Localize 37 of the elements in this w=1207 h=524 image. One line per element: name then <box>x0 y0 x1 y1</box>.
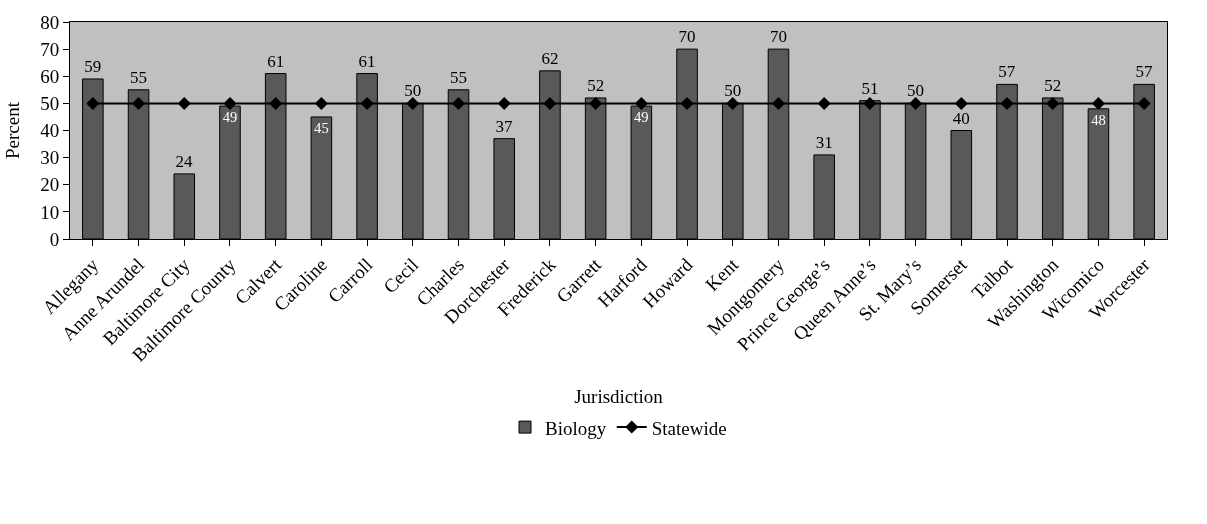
data-label: 45 <box>314 119 329 136</box>
y-tick-label: 0 <box>49 228 60 250</box>
data-label: 57 <box>998 62 1016 82</box>
data-label: 50 <box>907 81 925 101</box>
y-tick-label: 10 <box>40 201 60 223</box>
data-label: 59 <box>84 56 102 76</box>
data-label: 49 <box>222 108 238 125</box>
data-label: 62 <box>541 48 559 68</box>
data-label: 70 <box>678 27 696 47</box>
y-tick-label: 30 <box>40 147 60 169</box>
data-label: 55 <box>130 67 148 87</box>
data-label: 57 <box>1135 62 1153 82</box>
data-label: 70 <box>769 27 787 47</box>
data-label: 52 <box>587 75 605 95</box>
data-label: 51 <box>861 78 879 98</box>
y-tick-label: 40 <box>40 120 60 142</box>
data-label: 24 <box>175 151 194 171</box>
data-label: 40 <box>952 108 970 128</box>
data-label: 49 <box>634 108 649 125</box>
data-label: 48 <box>1091 111 1106 128</box>
y-tick-label: 70 <box>40 38 60 60</box>
legend-label: Statewide <box>651 417 727 439</box>
data-label: 37 <box>495 116 513 136</box>
data-label: 61 <box>267 51 285 71</box>
data-label: 55 <box>450 67 468 87</box>
data-label: 50 <box>404 81 422 101</box>
y-tick-label: 50 <box>40 93 60 115</box>
y-tick-label: 20 <box>40 174 60 196</box>
y-tick-label: 60 <box>40 65 60 87</box>
x-axis-title: Jurisdiction <box>574 386 664 408</box>
y-tick-label: 80 <box>40 11 60 33</box>
data-label: 31 <box>815 132 833 152</box>
y-axis-title: Percent <box>2 101 24 159</box>
legend-label: Biology <box>545 417 607 439</box>
data-label: 50 <box>724 81 742 101</box>
data-label: 61 <box>358 51 376 71</box>
data-label: 52 <box>1044 75 1062 95</box>
